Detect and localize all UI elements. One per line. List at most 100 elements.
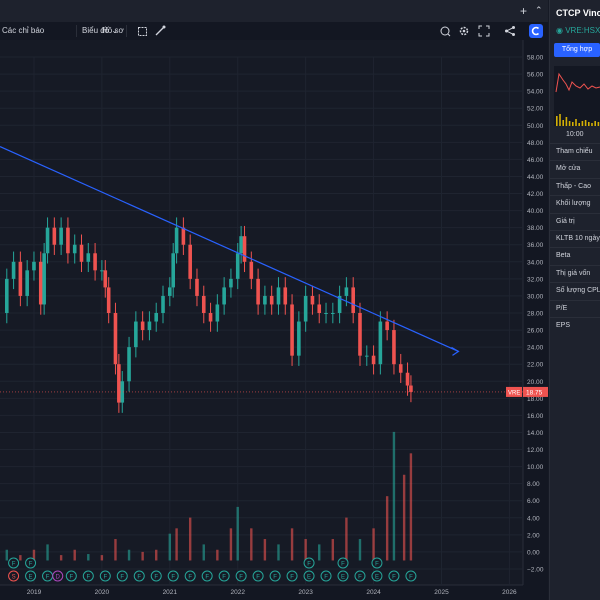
event-marker-label: F	[307, 561, 311, 567]
event-marker	[133, 570, 145, 582]
price-tick-label: 34.00	[527, 259, 544, 266]
camera-icon[interactable]	[438, 24, 452, 38]
event-marker-label: E	[341, 574, 345, 580]
price-tick-label: 2.00	[527, 532, 540, 539]
event-marker-label: F	[86, 574, 90, 580]
crosshair-select-icon[interactable]	[135, 24, 149, 38]
volume-bar	[168, 533, 172, 561]
price-tick-label: 26.00	[527, 328, 544, 335]
chart-type-button[interactable]: Biểu đồ ⌄	[82, 22, 118, 40]
mini-volume-bar	[588, 122, 590, 126]
candle-body	[249, 261, 254, 279]
candle-body	[100, 270, 104, 272]
volume-bar	[385, 496, 389, 561]
volume-bar	[100, 555, 104, 561]
price-tick-label: 4.00	[527, 515, 540, 522]
candle-body	[181, 227, 186, 245]
candle-body	[263, 295, 267, 305]
mini-volume-bar	[562, 120, 564, 126]
summary-tab[interactable]: Tổng hợp	[554, 43, 600, 57]
event-marker	[235, 570, 247, 582]
mini-volume-bar	[594, 121, 596, 126]
event-marker	[354, 570, 366, 582]
volume-bar	[229, 528, 233, 561]
mini-chart-bg	[554, 66, 600, 126]
stat-row: Số lượng CPL	[550, 282, 600, 300]
draw-tool-icon[interactable]	[153, 24, 167, 38]
stat-label: Số lượng CPL	[556, 287, 600, 295]
price-tick-label: 50.00	[527, 123, 544, 130]
event-marker	[150, 570, 162, 582]
stat-row: Beta	[550, 247, 600, 265]
event-marker-label: F	[273, 574, 277, 580]
add-icon[interactable]: +	[520, 4, 528, 18]
chart-toolbar: Các chỉ báo Biểu đồ ⌄ Hồ sơ	[0, 22, 548, 41]
side-panel: CTCP Vinco ◉ VRE:HSX Tổng hợp 10:00 Tham…	[549, 0, 600, 600]
mini-volume-bar	[559, 114, 561, 126]
stat-label: P/E	[556, 304, 568, 312]
profile-button[interactable]: Hồ sơ	[102, 26, 124, 35]
gear-icon[interactable]	[457, 24, 471, 38]
candle-body	[290, 304, 294, 356]
candle-body	[42, 253, 46, 305]
collapse-icon[interactable]: ⌃	[535, 5, 543, 15]
event-marker-label: E	[29, 574, 33, 580]
mini-volume-bar	[556, 116, 558, 126]
company-name: CTCP Vinco	[556, 8, 600, 18]
time-tick-label: 2024	[366, 589, 381, 596]
event-marker-label: E	[375, 574, 379, 580]
event-marker-label: E	[307, 574, 311, 580]
price-tick-label: 16.00	[527, 413, 544, 420]
event-marker	[320, 570, 332, 582]
time-tick-label: 2023	[298, 589, 313, 596]
event-marker-label: F	[103, 574, 107, 580]
mini-time-label: 10:00	[566, 131, 584, 138]
event-marker	[25, 570, 37, 582]
candle-body	[59, 227, 63, 245]
symbol-tag: VRE	[508, 390, 520, 396]
volume-bar	[87, 554, 90, 561]
volume-bar	[155, 549, 158, 561]
candle-body	[208, 313, 213, 322]
candle-body	[140, 321, 145, 331]
price-tick-label: 44.00	[527, 174, 544, 181]
volume-bar	[304, 539, 307, 561]
event-marker	[371, 570, 383, 582]
candle-body	[256, 278, 260, 305]
stat-row: KLTB 10 ngày	[550, 230, 600, 248]
time-axis-background	[0, 585, 523, 600]
candle-body	[358, 313, 362, 356]
price-tick-label: 18.00	[527, 396, 544, 403]
candle-body	[120, 381, 125, 403]
candle-body	[147, 321, 152, 331]
low-value: 18.55	[69, 45, 87, 52]
stat-row: Giá trị	[550, 212, 600, 231]
event-marker	[303, 557, 315, 569]
event-marker	[42, 570, 54, 582]
fullscreen-icon[interactable]	[477, 24, 491, 38]
candle-body	[174, 227, 179, 254]
volume-bar	[202, 544, 205, 561]
share-icon[interactable]	[503, 24, 517, 38]
stat-label: Mở cửa	[556, 165, 581, 173]
event-marker	[52, 570, 64, 582]
volume-bar	[216, 549, 219, 561]
candle-body	[405, 372, 410, 386]
indicators-button[interactable]: Các chỉ báo	[2, 26, 45, 35]
volume-bar	[358, 539, 362, 561]
candle-body	[79, 244, 84, 262]
volume-bar	[372, 528, 375, 561]
stat-label: Khối lượng	[556, 200, 591, 208]
time-tick-label: 2021	[163, 589, 178, 596]
price-tick-label: 58.00	[527, 55, 544, 62]
brand-icon[interactable]	[529, 24, 543, 38]
price-tick-label: 40.00	[527, 208, 544, 215]
price-tick-label: −2.00	[527, 567, 544, 574]
event-marker	[25, 557, 37, 569]
price-tick-label: 0.00	[527, 549, 540, 556]
chart-area[interactable]: + ⌃ Các chỉ báo Biểu đồ ⌄ Hồ sơ O19.4	[0, 0, 548, 600]
symbol-label[interactable]: ◉ VRE:HSX	[556, 26, 600, 35]
volume-bar	[46, 544, 49, 561]
candle-body	[378, 321, 383, 365]
volume-bar	[263, 539, 267, 561]
